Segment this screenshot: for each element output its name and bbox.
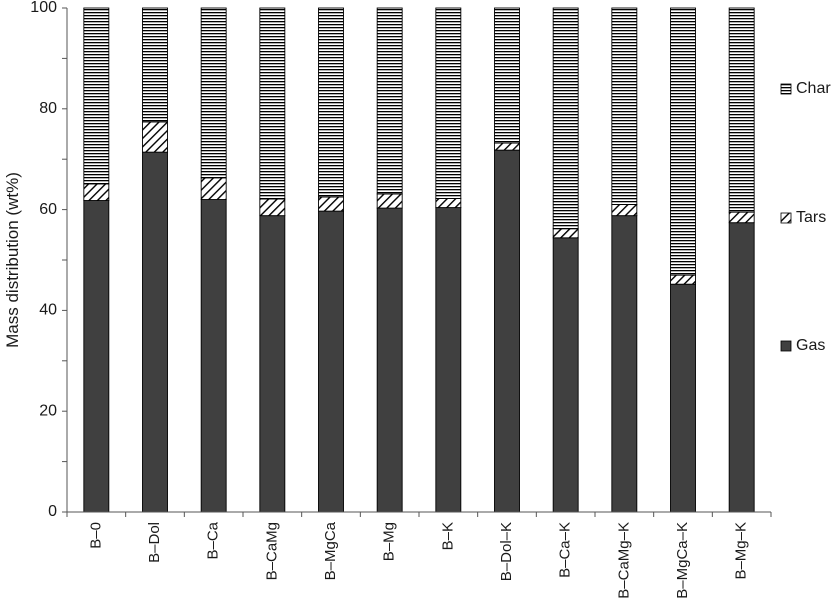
bar-gas-2 (200, 199, 227, 513)
y-tick-label: 40 (39, 302, 57, 319)
x-tick-label: B–Mg (381, 522, 398, 561)
bar-char-6 (435, 7, 462, 199)
bar-char-1 (142, 7, 168, 123)
bar-gas-9 (611, 215, 638, 513)
bar-char-11 (728, 7, 755, 213)
x-tick-label: B–MgCa (322, 521, 339, 580)
bar-gas-3 (259, 215, 286, 513)
bar-gas-8 (552, 237, 579, 513)
x-tick-label: B–Dol (146, 522, 163, 563)
bar-char-7 (494, 7, 520, 144)
bar-tars-1 (142, 121, 168, 153)
y-tick-label: 100 (30, 0, 57, 16)
bar-tars-0 (83, 183, 110, 201)
legend-label-gas: Gas (796, 337, 825, 354)
legend-label-tars: Tars (796, 209, 826, 226)
axis-layer: 0 20 40 60 80 100 (30, 0, 772, 520)
x-tick-label: B–Ca–K (557, 522, 574, 578)
y-tick-label: 80 (39, 100, 57, 117)
bar-tars-2 (200, 177, 227, 200)
bar-char-4 (318, 7, 344, 198)
bar-gas-5 (376, 207, 403, 513)
bar-tars-8 (552, 228, 579, 239)
bar-char-8 (552, 7, 579, 230)
bar-char-9 (611, 7, 638, 206)
x-tick-label: B–CaMg–K (615, 522, 632, 599)
x-tick-label: B–K (439, 522, 456, 550)
legend-swatch-char (780, 83, 792, 95)
bar-tars-9 (611, 204, 638, 217)
bar-tars-7 (494, 142, 520, 151)
bar-gas-1 (142, 151, 168, 513)
bar-tars-6 (435, 198, 462, 209)
bar-tars-3 (259, 198, 286, 217)
bar-gas-10 (670, 283, 696, 513)
bar-gas-6 (435, 207, 462, 513)
legend-label-char: Char (796, 80, 831, 97)
bar-char-5 (376, 7, 403, 195)
plot-area: B–0 B–Dol B–Ca B–CaMg B–MgCa B–Mg B–K B–Dol–K B–… (30, 0, 772, 599)
bar-tars-11 (728, 211, 755, 224)
bar-char-3 (259, 7, 286, 200)
y-axis-title: Mass distribution (wt%) (3, 172, 22, 348)
x-tick-label: B–CaMg (263, 522, 280, 580)
x-tick-label: B–Ca (205, 521, 222, 559)
bar-tars-5 (376, 193, 403, 209)
bars-layer: B–0 B–Dol B–Ca B–CaMg B–MgCa B–Mg B–K B–Dol–K B–… (83, 7, 755, 599)
bar-char-10 (670, 7, 696, 276)
x-tick-label: B–Mg–K (733, 522, 750, 580)
legend-swatch-gas (780, 340, 792, 352)
x-tick-label: B–Dol–K (498, 522, 515, 581)
x-tick-label: B–MgCa–K (674, 522, 691, 599)
legend-swatch-tars (780, 212, 792, 224)
y-tick-label: 0 (48, 503, 57, 520)
bar-gas-0 (83, 200, 110, 513)
legend: Char Tars Gas (780, 80, 831, 354)
bar-char-2 (200, 7, 227, 179)
bar-gas-4 (318, 210, 344, 513)
bar-tars-10 (670, 274, 696, 285)
bar-gas-11 (728, 222, 755, 513)
bar-char-0 (83, 7, 110, 185)
bar-gas-7 (494, 149, 520, 513)
x-tick-label: B–0 (87, 522, 104, 549)
bar-tars-4 (318, 196, 344, 212)
y-tick-label: 20 (39, 402, 57, 419)
y-tick-label: 60 (39, 201, 57, 218)
